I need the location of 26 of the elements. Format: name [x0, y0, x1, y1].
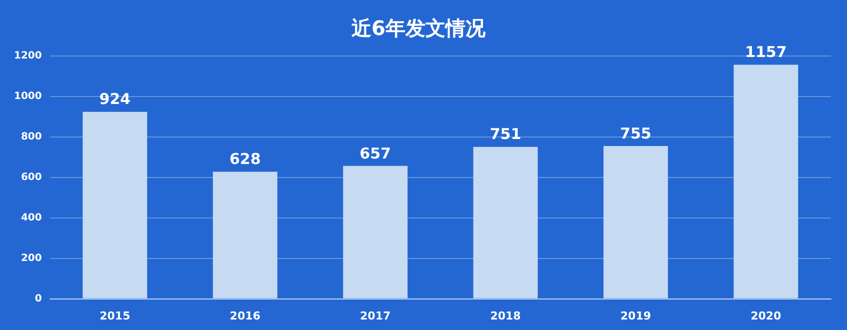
data-label: 755 [620, 124, 652, 142]
bar [82, 112, 148, 298]
bar [343, 166, 408, 298]
y-tick-label: 200 [20, 252, 42, 264]
data-label: 657 [360, 144, 391, 162]
bar [212, 172, 278, 298]
chart-title: 近6年发文情况 [350, 16, 486, 40]
y-tick-label: 600 [20, 172, 42, 183]
y-tick-label: 800 [20, 132, 42, 143]
data-label: 924 [99, 90, 131, 108]
data-label: 628 [229, 150, 261, 168]
x-tick-label: 2016 [230, 309, 261, 322]
data-label: 1157 [745, 43, 787, 62]
y-tick-label: 0 [34, 293, 42, 304]
y-tick-label: 1000 [14, 91, 42, 102]
bar [473, 146, 538, 298]
data-label: 751 [490, 125, 522, 144]
x-tick-label: 2018 [490, 309, 521, 322]
x-tick-label: 2019 [620, 309, 652, 322]
y-tick-label: 1200 [14, 50, 42, 62]
x-tick-label: 2015 [100, 309, 130, 322]
bar [603, 146, 668, 298]
x-tick-label: 2020 [750, 309, 782, 322]
y-tick-label: 400 [20, 212, 42, 224]
bar [734, 64, 798, 298]
x-tick-label: 2017 [360, 309, 391, 322]
